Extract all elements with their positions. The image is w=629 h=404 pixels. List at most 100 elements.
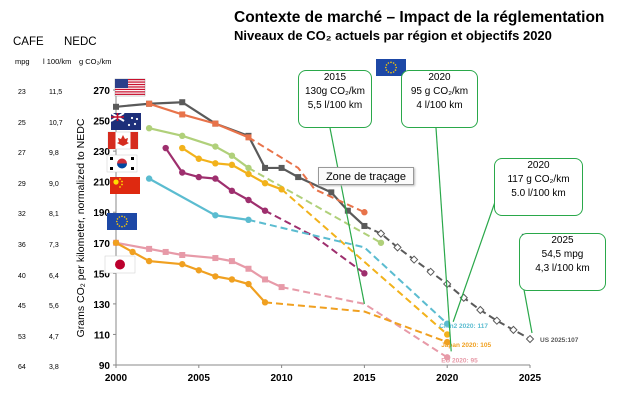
series-target-line bbox=[264, 209, 365, 275]
callout-2015-consumption: 5,5 l/100 km bbox=[307, 100, 363, 111]
table-l100-value: 10,7 bbox=[49, 119, 63, 127]
flag-japan-disc bbox=[115, 259, 125, 270]
y-tick-label: 110 bbox=[94, 330, 111, 341]
table-mpg-value: 29 bbox=[18, 180, 26, 188]
table-l100-value: 6,4 bbox=[49, 272, 59, 280]
table-l100-value: 8,1 bbox=[49, 211, 59, 219]
table-l100-value: 4,7 bbox=[49, 333, 59, 341]
data-point bbox=[278, 284, 285, 291]
y-axis-title: Grams CO₂ per kilometer, normalized to N… bbox=[75, 118, 87, 337]
data-point bbox=[245, 216, 252, 224]
callout-china-year: 2020 bbox=[527, 160, 550, 171]
flag-eu-star bbox=[392, 71, 395, 73]
data-point bbox=[228, 187, 236, 195]
data-point bbox=[228, 258, 235, 265]
data-point bbox=[245, 196, 252, 204]
data-point bbox=[113, 103, 119, 110]
target-marker bbox=[492, 316, 502, 325]
flag-korea-yang bbox=[117, 158, 127, 164]
series-line bbox=[115, 241, 283, 289]
data-point bbox=[212, 143, 219, 150]
data-point bbox=[162, 144, 169, 152]
target-end-point bbox=[377, 239, 385, 246]
table-mpg-value: 53 bbox=[18, 333, 26, 341]
flag-usa-canton bbox=[115, 79, 128, 88]
y-tick-label: 130 bbox=[93, 300, 110, 311]
data-point bbox=[195, 267, 202, 274]
series-target-line bbox=[280, 188, 448, 336]
flag-eu-star bbox=[116, 223, 119, 225]
table-mpg-value: 40 bbox=[18, 272, 26, 280]
callout-2020-co2: 95 g CO₂/km bbox=[410, 86, 469, 97]
callout-2015: 2015 130g CO₂/km 5,5 l/100 km bbox=[298, 70, 372, 128]
y-tick-label: 90 bbox=[99, 361, 111, 372]
data-point bbox=[261, 207, 269, 214]
flag-canada-band bbox=[108, 132, 116, 149]
data-point bbox=[262, 164, 269, 171]
data-point bbox=[228, 161, 236, 169]
data-point bbox=[245, 280, 252, 288]
flag-canada-leaf bbox=[117, 135, 129, 146]
data-point bbox=[179, 252, 186, 258]
callout-us-mpg: 54,5 mpg bbox=[541, 249, 584, 260]
flag-eu-star bbox=[126, 220, 128, 223]
flag-korea-yin bbox=[117, 163, 127, 169]
data-point bbox=[245, 170, 252, 178]
flag-usa-stripe bbox=[115, 91, 145, 93]
flag-korea-trigram bbox=[110, 167, 113, 170]
data-point bbox=[228, 276, 236, 283]
flag-australia-star bbox=[127, 123, 131, 127]
data-point bbox=[228, 152, 236, 159]
flag-eu-star bbox=[121, 215, 123, 218]
flag-usa-stripe bbox=[115, 81, 145, 83]
y-tick-label: 150 bbox=[93, 269, 110, 280]
page-title: Contexte de marché – Impact de la réglem… bbox=[234, 9, 605, 26]
data-point bbox=[212, 273, 219, 280]
data-point bbox=[179, 99, 186, 106]
callout-pointer bbox=[435, 127, 452, 352]
series-target-line bbox=[281, 286, 448, 359]
flag-eu-star bbox=[123, 216, 126, 218]
callout-china-consumption: 5.0 l/100 km bbox=[511, 188, 566, 199]
x-tick-label: 2025 bbox=[519, 373, 542, 384]
target-marker bbox=[426, 267, 435, 277]
data-point bbox=[278, 186, 285, 193]
data-point bbox=[146, 100, 153, 107]
data-point bbox=[195, 155, 202, 162]
data-point bbox=[146, 245, 153, 252]
table-mpg-value: 36 bbox=[18, 242, 26, 249]
flag-eu-star bbox=[385, 64, 388, 66]
col-mpg-label: mpg bbox=[15, 57, 30, 66]
flag-eu-star bbox=[387, 62, 390, 64]
x-tick-label: 2020 bbox=[436, 373, 459, 384]
table-mpg-value: 45 bbox=[18, 303, 26, 311]
table-mpg-value: 27 bbox=[18, 150, 26, 158]
data-point bbox=[145, 257, 153, 265]
callout-pointer bbox=[452, 201, 496, 322]
flag-eu-star bbox=[387, 71, 390, 73]
flag-eu-star bbox=[394, 64, 397, 66]
series-target-line bbox=[247, 136, 365, 214]
flag-china-small-star bbox=[119, 186, 121, 188]
y-tick-label: 270 bbox=[93, 86, 110, 97]
flag-eu-star bbox=[121, 225, 123, 228]
table-mpg-value: 25 bbox=[18, 119, 26, 127]
end-label: EU 2020: 95 bbox=[441, 357, 478, 364]
callout-us-year: 2025 bbox=[551, 235, 574, 246]
series-target-line bbox=[248, 218, 448, 325]
data-point bbox=[344, 207, 351, 214]
data-point bbox=[179, 132, 186, 140]
end-label: Japan 2020: 105 bbox=[441, 342, 491, 349]
data-point bbox=[112, 239, 120, 246]
data-point bbox=[261, 299, 269, 306]
target-marker bbox=[476, 305, 485, 315]
data-point bbox=[212, 120, 219, 127]
x-tick-label: 2000 bbox=[105, 373, 128, 384]
table-l100-value: 5,6 bbox=[49, 303, 59, 311]
data-point bbox=[262, 276, 269, 283]
flag-eu-star bbox=[125, 218, 128, 220]
flag-eu-star bbox=[125, 223, 128, 225]
series-line bbox=[148, 177, 249, 221]
flag-eu-star bbox=[116, 220, 118, 223]
table-l100-value: 9,8 bbox=[49, 150, 59, 158]
